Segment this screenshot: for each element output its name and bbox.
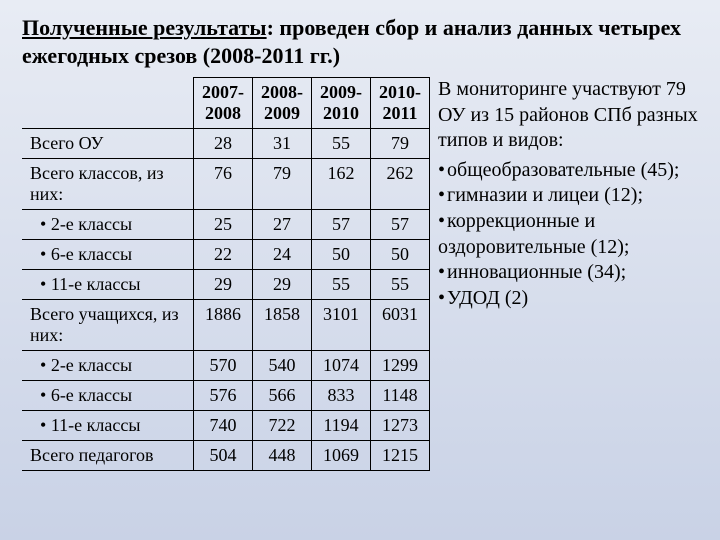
row-label: Всего ОУ [22,129,194,159]
row-label: 11-е классы [22,270,194,300]
table-row: Всего педагогов50444810691215 [22,441,430,471]
cell: 79 [371,129,430,159]
cell: 6031 [371,300,430,351]
table-row: 2-е классы25275757 [22,210,430,240]
cell: 27 [253,210,312,240]
table-row: 2-е классы57054010741299 [22,351,430,381]
cell: 576 [194,381,253,411]
cell: 1215 [371,441,430,471]
side-list-item: общеобразовательные (45); [438,158,698,184]
row-label: Всего классов, из них: [22,159,194,210]
slide-title: Полученные результаты: проведен сбор и а… [22,14,698,69]
cell: 1148 [371,381,430,411]
side-text: В мониторинге участвуют 79 ОУ из 15 райо… [438,77,698,471]
table-row: 11-е классы74072211941273 [22,411,430,441]
cell: 1074 [312,351,371,381]
row-label: 11-е классы [22,411,194,441]
cell: 25 [194,210,253,240]
cell: 1886 [194,300,253,351]
header-blank [22,78,194,129]
cell: 29 [253,270,312,300]
cell: 1858 [253,300,312,351]
row-label: Всего педагогов [22,441,194,471]
cell: 55 [312,129,371,159]
cell: 28 [194,129,253,159]
table-row: 6-е классы5765668331148 [22,381,430,411]
cell: 57 [371,210,430,240]
cell: 1194 [312,411,371,441]
cell: 570 [194,351,253,381]
slide: Полученные результаты: проведен сбор и а… [0,0,720,471]
table-row: Всего ОУ28315579 [22,129,430,159]
table-body: Всего ОУ28315579Всего классов, из них:76… [22,129,430,471]
data-table: 2007-2008 2008-2009 2009-2010 2010-2011 … [22,77,430,471]
cell: 566 [253,381,312,411]
title-underlined: Полученные результаты [22,15,267,40]
table-row: 11-е классы29295555 [22,270,430,300]
row-label: 6-е классы [22,240,194,270]
cell: 448 [253,441,312,471]
col-2007-2008: 2007-2008 [194,78,253,129]
cell: 540 [253,351,312,381]
table-row: Всего учащихся, из них:1886185831016031 [22,300,430,351]
cell: 1273 [371,411,430,441]
cell: 55 [371,270,430,300]
cell: 79 [253,159,312,210]
cell: 24 [253,240,312,270]
table-head: 2007-2008 2008-2009 2009-2010 2010-2011 [22,78,430,129]
cell: 833 [312,381,371,411]
cell: 50 [312,240,371,270]
col-2010-2011: 2010-2011 [371,78,430,129]
cell: 1069 [312,441,371,471]
row-label: 2-е классы [22,210,194,240]
col-2009-2010: 2009-2010 [312,78,371,129]
cell: 50 [371,240,430,270]
cell: 722 [253,411,312,441]
cell: 740 [194,411,253,441]
side-intro: В мониторинге участвуют 79 ОУ из 15 райо… [438,77,698,154]
side-list-item: гимназии и лицеи (12); [438,183,698,209]
side-list-item: УДОД (2) [438,286,698,312]
cell: 22 [194,240,253,270]
row-label: Всего учащихся, из них: [22,300,194,351]
cell: 1299 [371,351,430,381]
content-row: 2007-2008 2008-2009 2009-2010 2010-2011 … [22,77,698,471]
cell: 3101 [312,300,371,351]
cell: 29 [194,270,253,300]
cell: 504 [194,441,253,471]
cell: 162 [312,159,371,210]
table-row: 6-е классы22245050 [22,240,430,270]
row-label: 6-е классы [22,381,194,411]
cell: 76 [194,159,253,210]
cell: 262 [371,159,430,210]
cell: 31 [253,129,312,159]
cell: 55 [312,270,371,300]
cell: 57 [312,210,371,240]
table-row: Всего классов, из них:7679162262 [22,159,430,210]
row-label: 2-е классы [22,351,194,381]
col-2008-2009: 2008-2009 [253,78,312,129]
side-list: общеобразовательные (45);гимназии и лице… [438,158,698,312]
side-list-item: коррекционные и оздоровительные (12); [438,209,698,260]
side-list-item: инновационные (34); [438,260,698,286]
